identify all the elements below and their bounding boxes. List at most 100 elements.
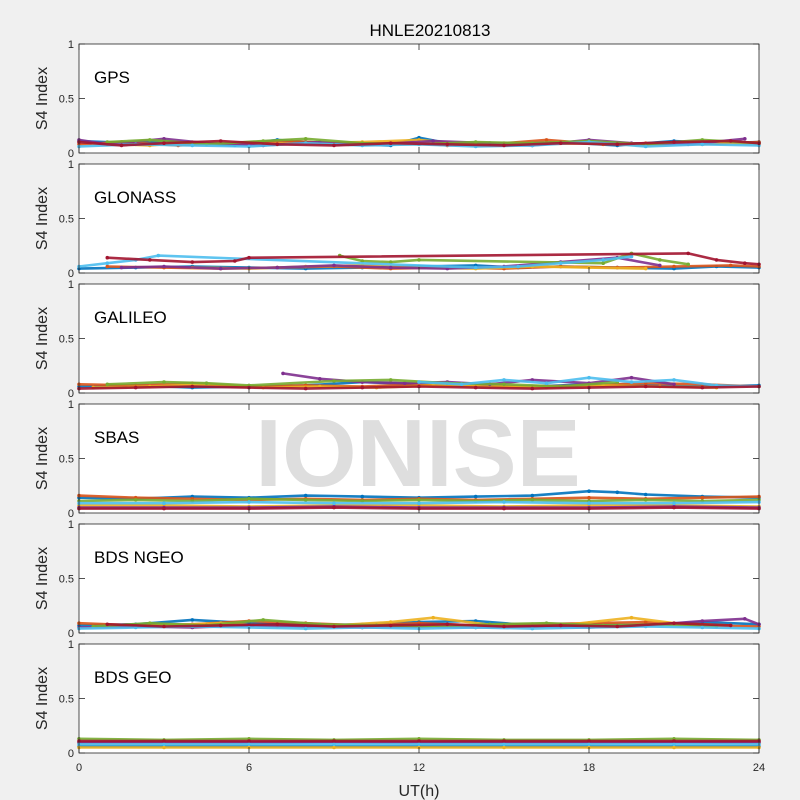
data-point <box>502 506 506 511</box>
data-point <box>360 385 365 390</box>
data-point <box>544 138 549 142</box>
data-point <box>672 382 676 387</box>
data-point <box>558 261 563 266</box>
y-tick-label: 0.5 <box>59 454 74 466</box>
data-point <box>643 492 648 497</box>
data-point <box>275 265 280 270</box>
data-point <box>218 139 223 143</box>
data-point <box>643 266 648 271</box>
data-point <box>417 501 421 506</box>
data-point <box>615 624 620 629</box>
data-point <box>162 745 166 750</box>
data-point <box>643 498 648 502</box>
data-point <box>672 745 676 750</box>
data-point <box>360 494 365 499</box>
data-point <box>388 620 393 624</box>
data-point <box>332 379 336 383</box>
data-point <box>558 623 563 628</box>
panel-label: SBAS <box>94 428 139 447</box>
data-point <box>162 506 166 511</box>
data-point <box>700 385 705 390</box>
data-point <box>360 499 365 503</box>
data-point <box>714 258 719 262</box>
data-point <box>275 142 280 147</box>
series-trace <box>106 616 732 628</box>
panel-sbas: 0 0.5 1 S4 Index SBAS <box>34 399 761 520</box>
data-point <box>162 624 166 629</box>
y-tick-label: 0.5 <box>59 574 74 586</box>
data-point <box>303 498 308 502</box>
data-point <box>445 142 450 147</box>
data-point <box>332 745 336 750</box>
y-tick-label: 0 <box>68 268 74 280</box>
data-point <box>417 498 421 502</box>
data-point <box>162 264 166 269</box>
y-axis-label: S4 Index <box>34 427 51 490</box>
data-point <box>261 618 266 622</box>
data-point <box>587 742 591 747</box>
data-point <box>388 623 393 628</box>
data-point <box>502 742 506 747</box>
data-point <box>502 500 506 504</box>
y-tick-label: 0.5 <box>59 214 74 226</box>
y-axis-label: S4 Index <box>34 67 51 130</box>
panels: 0 0.5 1 S4 Index GPS 0 0.5 1 S4 Index GLONASS 0 0.5… <box>34 39 765 774</box>
y-tick-label: 0 <box>68 628 74 640</box>
series-trace <box>338 252 690 266</box>
data-point <box>162 380 166 384</box>
data-point <box>332 742 336 747</box>
panel-bds-geo: 0 0.5 1 0 6 12 18 24 S4 Index BDS GEO <box>34 639 765 774</box>
panel-label: GALILEO <box>94 308 167 327</box>
data-point <box>190 143 195 148</box>
data-point <box>332 505 336 510</box>
panel-label: GLONASS <box>94 188 176 207</box>
data-point <box>105 622 110 627</box>
series-trace <box>77 139 761 147</box>
data-point <box>275 622 280 627</box>
data-point <box>502 378 506 382</box>
y-tick-label: 1 <box>68 639 74 651</box>
data-point <box>672 264 676 269</box>
data-point <box>615 490 620 495</box>
y-axis-label: S4 Index <box>34 667 51 730</box>
data-point <box>743 617 747 621</box>
data-point <box>672 505 676 510</box>
data-point <box>743 261 747 266</box>
data-point <box>119 143 124 148</box>
data-point <box>700 625 705 630</box>
data-point <box>700 619 705 623</box>
data-point <box>148 138 152 142</box>
data-point <box>417 739 421 743</box>
data-point <box>502 739 506 743</box>
data-point <box>658 263 662 268</box>
data-point <box>686 262 690 267</box>
data-point <box>281 371 285 376</box>
data-point <box>332 624 336 629</box>
data-point <box>218 623 223 628</box>
data-point <box>629 375 634 380</box>
data-point <box>162 501 166 506</box>
data-point <box>530 498 535 502</box>
y-tick-label: 0 <box>68 748 74 760</box>
data-point <box>587 739 591 743</box>
x-tick-label: 24 <box>753 762 765 774</box>
x-tick-label: 12 <box>413 762 425 774</box>
data-point <box>615 142 620 147</box>
data-point <box>530 493 535 498</box>
y-tick-label: 1 <box>68 279 74 291</box>
data-point <box>105 382 110 387</box>
data-point <box>417 380 421 384</box>
data-point <box>743 137 747 141</box>
data-point <box>148 258 152 262</box>
data-point <box>530 626 535 631</box>
series-trace <box>106 378 619 388</box>
data-point <box>700 495 705 500</box>
data-point <box>133 498 138 502</box>
y-tick-label: 1 <box>68 39 74 51</box>
data-point <box>431 139 436 143</box>
data-point <box>658 258 662 262</box>
data-point <box>728 139 733 143</box>
data-point <box>473 385 478 390</box>
y-tick-label: 0 <box>68 508 74 520</box>
